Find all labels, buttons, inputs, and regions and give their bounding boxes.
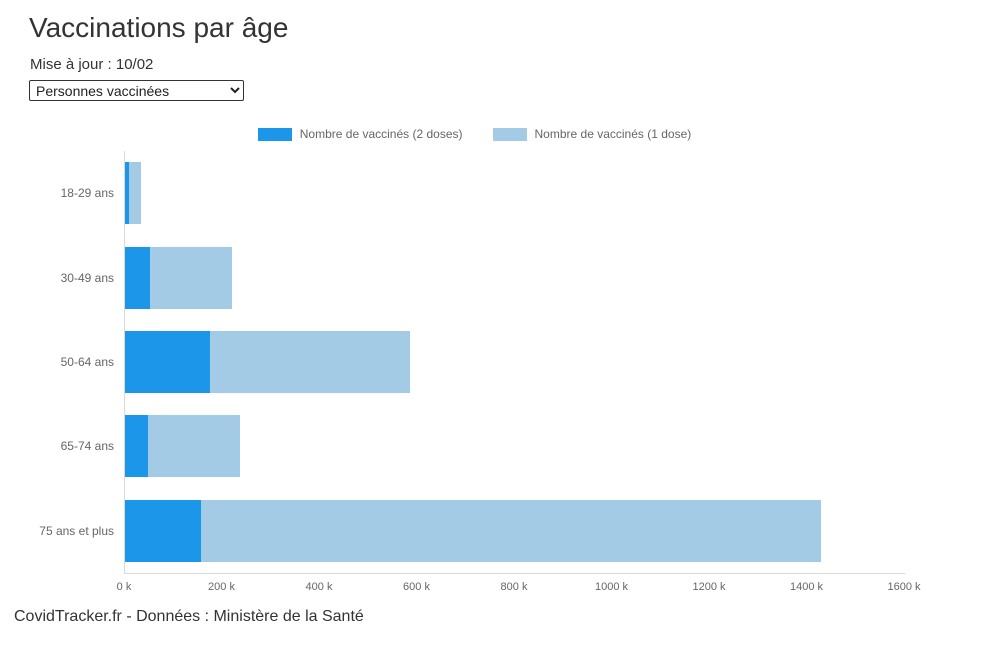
last-updated-text: Mise à jour : 10/02 <box>30 56 154 73</box>
x-tick-label: 1000 k <box>594 581 629 593</box>
x-axis: 0 k 200 k 400 k 600 k 800 k 1000 k 1200 k 1400 … <box>117 574 921 598</box>
x-tick-label: 0 k <box>116 581 132 593</box>
bar-row: 18-29 ans <box>61 151 905 235</box>
category-label: 18-29 ans <box>60 186 114 201</box>
legend-label: Nombre de vaccinés (1 dose) <box>534 127 692 141</box>
bar-segment-2-doses[interactable] <box>125 499 201 562</box>
category-label: 50-64 ans <box>60 354 114 369</box>
bar-segment-2-doses[interactable] <box>125 162 130 225</box>
bar-segment-2-doses[interactable] <box>125 415 149 478</box>
bar-row: 65-74 ans <box>61 404 905 488</box>
bar-segment-2-doses[interactable] <box>125 330 211 393</box>
legend-swatch-icon <box>492 127 527 141</box>
bar-segment-1-dose[interactable] <box>129 162 142 225</box>
x-tick-label: 1400 k <box>789 581 824 593</box>
bar-row: 30-49 ans <box>61 235 905 319</box>
x-tick-label: 600 k <box>403 581 430 593</box>
bar-track <box>125 246 905 309</box>
category-label: 75 ans et plus <box>39 523 114 538</box>
x-tick-label: 1200 k <box>692 581 726 593</box>
x-tick-label: 1600 k <box>887 581 921 593</box>
metric-select[interactable]: Personnes vaccinées <box>29 80 244 101</box>
bar-segment-2-doses[interactable] <box>125 246 151 309</box>
x-tick-label: 200 k <box>208 581 235 593</box>
bar-segment-1-dose[interactable] <box>150 246 233 309</box>
bar-track <box>125 415 905 478</box>
x-tick-label: 800 k <box>500 581 528 593</box>
bar-segment-1-dose[interactable] <box>210 330 411 393</box>
x-tick-label: 400 k <box>305 581 333 593</box>
bar-track <box>125 330 905 393</box>
legend-swatch-icon <box>257 127 292 141</box>
legend-label: Nombre de vaccinés (2 doses) <box>299 127 463 141</box>
bar-segment-1-dose[interactable] <box>200 499 821 562</box>
legend-item-2-doses[interactable]: Nombre de vaccinés (2 doses) <box>257 127 463 141</box>
source-attribution: CovidTracker.fr - Données : Ministère de… <box>14 608 364 625</box>
plot-area: 18-29 ans 30-49 ans 50-64 ans 65-74 ans 75 a… <box>39 151 905 574</box>
category-label: 30-49 ans <box>60 270 114 285</box>
bar-track <box>125 162 905 225</box>
chart-legend: Nombre de vaccinés (2 doses) Nombre de va… <box>0 127 949 141</box>
bar-row: 50-64 ans <box>61 320 905 404</box>
page-title: Vaccinations par âge <box>29 12 289 43</box>
category-label: 65-74 ans <box>60 439 114 454</box>
bar-track <box>125 499 905 562</box>
bar-segment-1-dose[interactable] <box>148 415 240 478</box>
legend-item-1-dose[interactable]: Nombre de vaccinés (1 dose) <box>492 127 692 141</box>
bar-row: 75 ans et plus <box>39 489 905 573</box>
